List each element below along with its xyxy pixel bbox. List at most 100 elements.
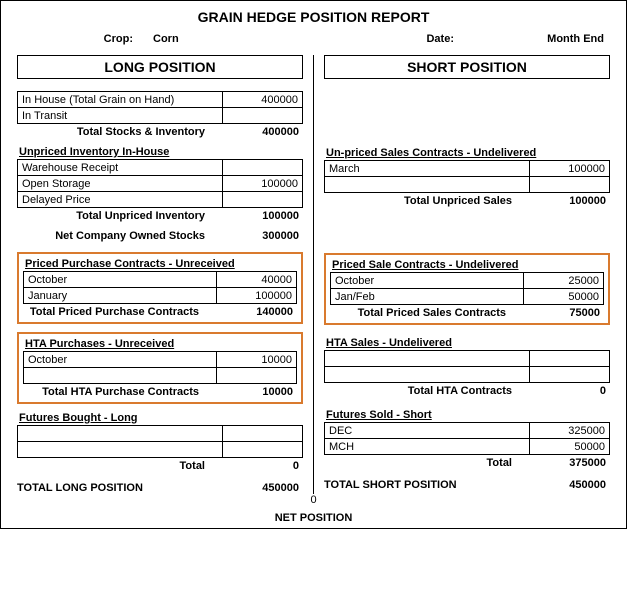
table-row <box>325 367 610 383</box>
short-header: SHORT POSITION <box>324 55 610 79</box>
page-title: GRAIN HEDGE POSITION REPORT <box>13 9 614 25</box>
table-row: Delayed Price <box>18 192 303 208</box>
cell-label: October <box>24 272 217 288</box>
long-header: LONG POSITION <box>17 55 303 79</box>
cell-value <box>223 426 303 442</box>
cell-value <box>223 192 303 208</box>
cell-label: January <box>24 288 217 304</box>
cell-value: 50000 <box>524 289 604 305</box>
table-row: March100000 <box>325 161 610 177</box>
spacer <box>324 215 610 253</box>
cell-label: March <box>325 161 530 177</box>
total-row: Total375000 <box>324 457 610 469</box>
total-row: Total HTA Purchase Contracts10000 <box>23 386 297 398</box>
net-value: 0 <box>13 494 614 506</box>
table-row: October10000 <box>24 352 297 368</box>
cell-value: 100000 <box>530 161 610 177</box>
total-row: Total Priced Purchase Contracts140000 <box>23 306 297 318</box>
cell-label <box>24 368 217 384</box>
futures-long-section: Futures Bought - Long Total0 <box>17 412 303 472</box>
cell-label <box>18 426 223 442</box>
table-row: MCH50000 <box>325 439 610 455</box>
cell-label: Warehouse Receipt <box>18 160 223 176</box>
cell-label: Delayed Price <box>18 192 223 208</box>
section-title: HTA Sales - Undelivered <box>324 337 610 349</box>
cell-value: 10000 <box>217 352 297 368</box>
hta-purchase-highlight: HTA Purchases - Unreceived October10000 … <box>17 332 303 404</box>
table-row <box>18 426 303 442</box>
net-company-row: Net Company Owned Stocks300000 <box>17 230 303 242</box>
table-row: October40000 <box>24 272 297 288</box>
priced-purchase-highlight: Priced Purchase Contracts - Unreceived O… <box>17 252 303 324</box>
section-title: HTA Purchases - Unreceived <box>23 338 297 350</box>
cell-label: MCH <box>325 439 530 455</box>
section-title: Futures Sold - Short <box>324 409 610 421</box>
spacer <box>324 91 610 147</box>
total-row: Total Unpriced Inventory100000 <box>17 210 303 222</box>
table-row: January100000 <box>24 288 297 304</box>
section-title: Futures Bought - Long <box>17 412 303 424</box>
section-title: Unpriced Inventory In-House <box>17 146 303 158</box>
stocks-section: In House (Total Grain on Hand)400000 In … <box>17 91 303 138</box>
cell-label: Jan/Feb <box>331 289 524 305</box>
cell-label: October <box>331 273 524 289</box>
total-row: Total HTA Contracts0 <box>324 385 610 397</box>
cell-value <box>217 368 297 384</box>
cell-label <box>325 367 530 383</box>
unpriced-section: Unpriced Inventory In-House Warehouse Re… <box>17 146 303 222</box>
total-row: Total Priced Sales Contracts75000 <box>330 307 604 319</box>
cell-value <box>223 160 303 176</box>
date-label: Date: <box>293 33 514 45</box>
cell-label: In Transit <box>18 108 223 124</box>
crop-value: Corn <box>153 33 293 45</box>
meta-row: Crop: Corn Date: Month End <box>13 33 614 45</box>
cell-value: 100000 <box>217 288 297 304</box>
hta-sales-section: HTA Sales - Undelivered Total HTA Contra… <box>324 333 610 401</box>
unpriced-sales-section: Un-priced Sales Contracts - Undelivered … <box>324 147 610 207</box>
table-row: Jan/Feb50000 <box>331 289 604 305</box>
total-long-row: TOTAL LONG POSITION450000 <box>17 482 303 494</box>
cell-value <box>530 177 610 193</box>
cell-label <box>18 442 223 458</box>
cell-label: DEC <box>325 423 530 439</box>
table-row: In House (Total Grain on Hand)400000 <box>18 92 303 108</box>
cell-label: October <box>24 352 217 368</box>
total-row: Total0 <box>17 460 303 472</box>
table-row <box>18 442 303 458</box>
net-label: NET POSITION <box>13 512 614 524</box>
priced-sales-highlight: Priced Sale Contracts - Undelivered Octo… <box>324 253 610 325</box>
table-row <box>325 177 610 193</box>
section-title: Priced Purchase Contracts - Unreceived <box>23 258 297 270</box>
long-column: LONG POSITION In House (Total Grain on H… <box>13 55 307 494</box>
cell-label: Open Storage <box>18 176 223 192</box>
table-row: DEC325000 <box>325 423 610 439</box>
cell-value: 400000 <box>223 92 303 108</box>
cell-value: 40000 <box>217 272 297 288</box>
cell-label <box>325 177 530 193</box>
cell-value: 50000 <box>530 439 610 455</box>
table-row: Open Storage100000 <box>18 176 303 192</box>
total-row: Total Unpriced Sales100000 <box>324 195 610 207</box>
cell-value <box>530 351 610 367</box>
cell-value <box>530 367 610 383</box>
cell-value <box>223 442 303 458</box>
crop-label: Crop: <box>13 33 153 45</box>
total-short-row: TOTAL SHORT POSITION450000 <box>324 479 610 491</box>
section-title: Un-priced Sales Contracts - Undelivered <box>324 147 610 159</box>
cell-value: 100000 <box>223 176 303 192</box>
table-row <box>24 368 297 384</box>
total-row: Total Stocks & Inventory400000 <box>17 126 303 138</box>
futures-short-section: Futures Sold - Short DEC325000 MCH50000 … <box>324 409 610 469</box>
table-row: October25000 <box>331 273 604 289</box>
cell-value: 325000 <box>530 423 610 439</box>
cell-value: 25000 <box>524 273 604 289</box>
short-column: SHORT POSITION Un-priced Sales Contracts… <box>320 55 614 494</box>
table-row <box>325 351 610 367</box>
table-row: Warehouse Receipt <box>18 160 303 176</box>
date-value: Month End <box>514 33 614 45</box>
column-divider <box>313 55 314 494</box>
cell-label: In House (Total Grain on Hand) <box>18 92 223 108</box>
cell-value <box>223 108 303 124</box>
report-page: GRAIN HEDGE POSITION REPORT Crop: Corn D… <box>0 0 627 529</box>
table-row: In Transit <box>18 108 303 124</box>
